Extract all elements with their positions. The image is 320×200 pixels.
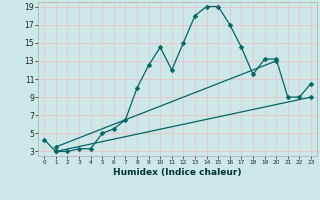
X-axis label: Humidex (Indice chaleur): Humidex (Indice chaleur) [113,168,242,177]
